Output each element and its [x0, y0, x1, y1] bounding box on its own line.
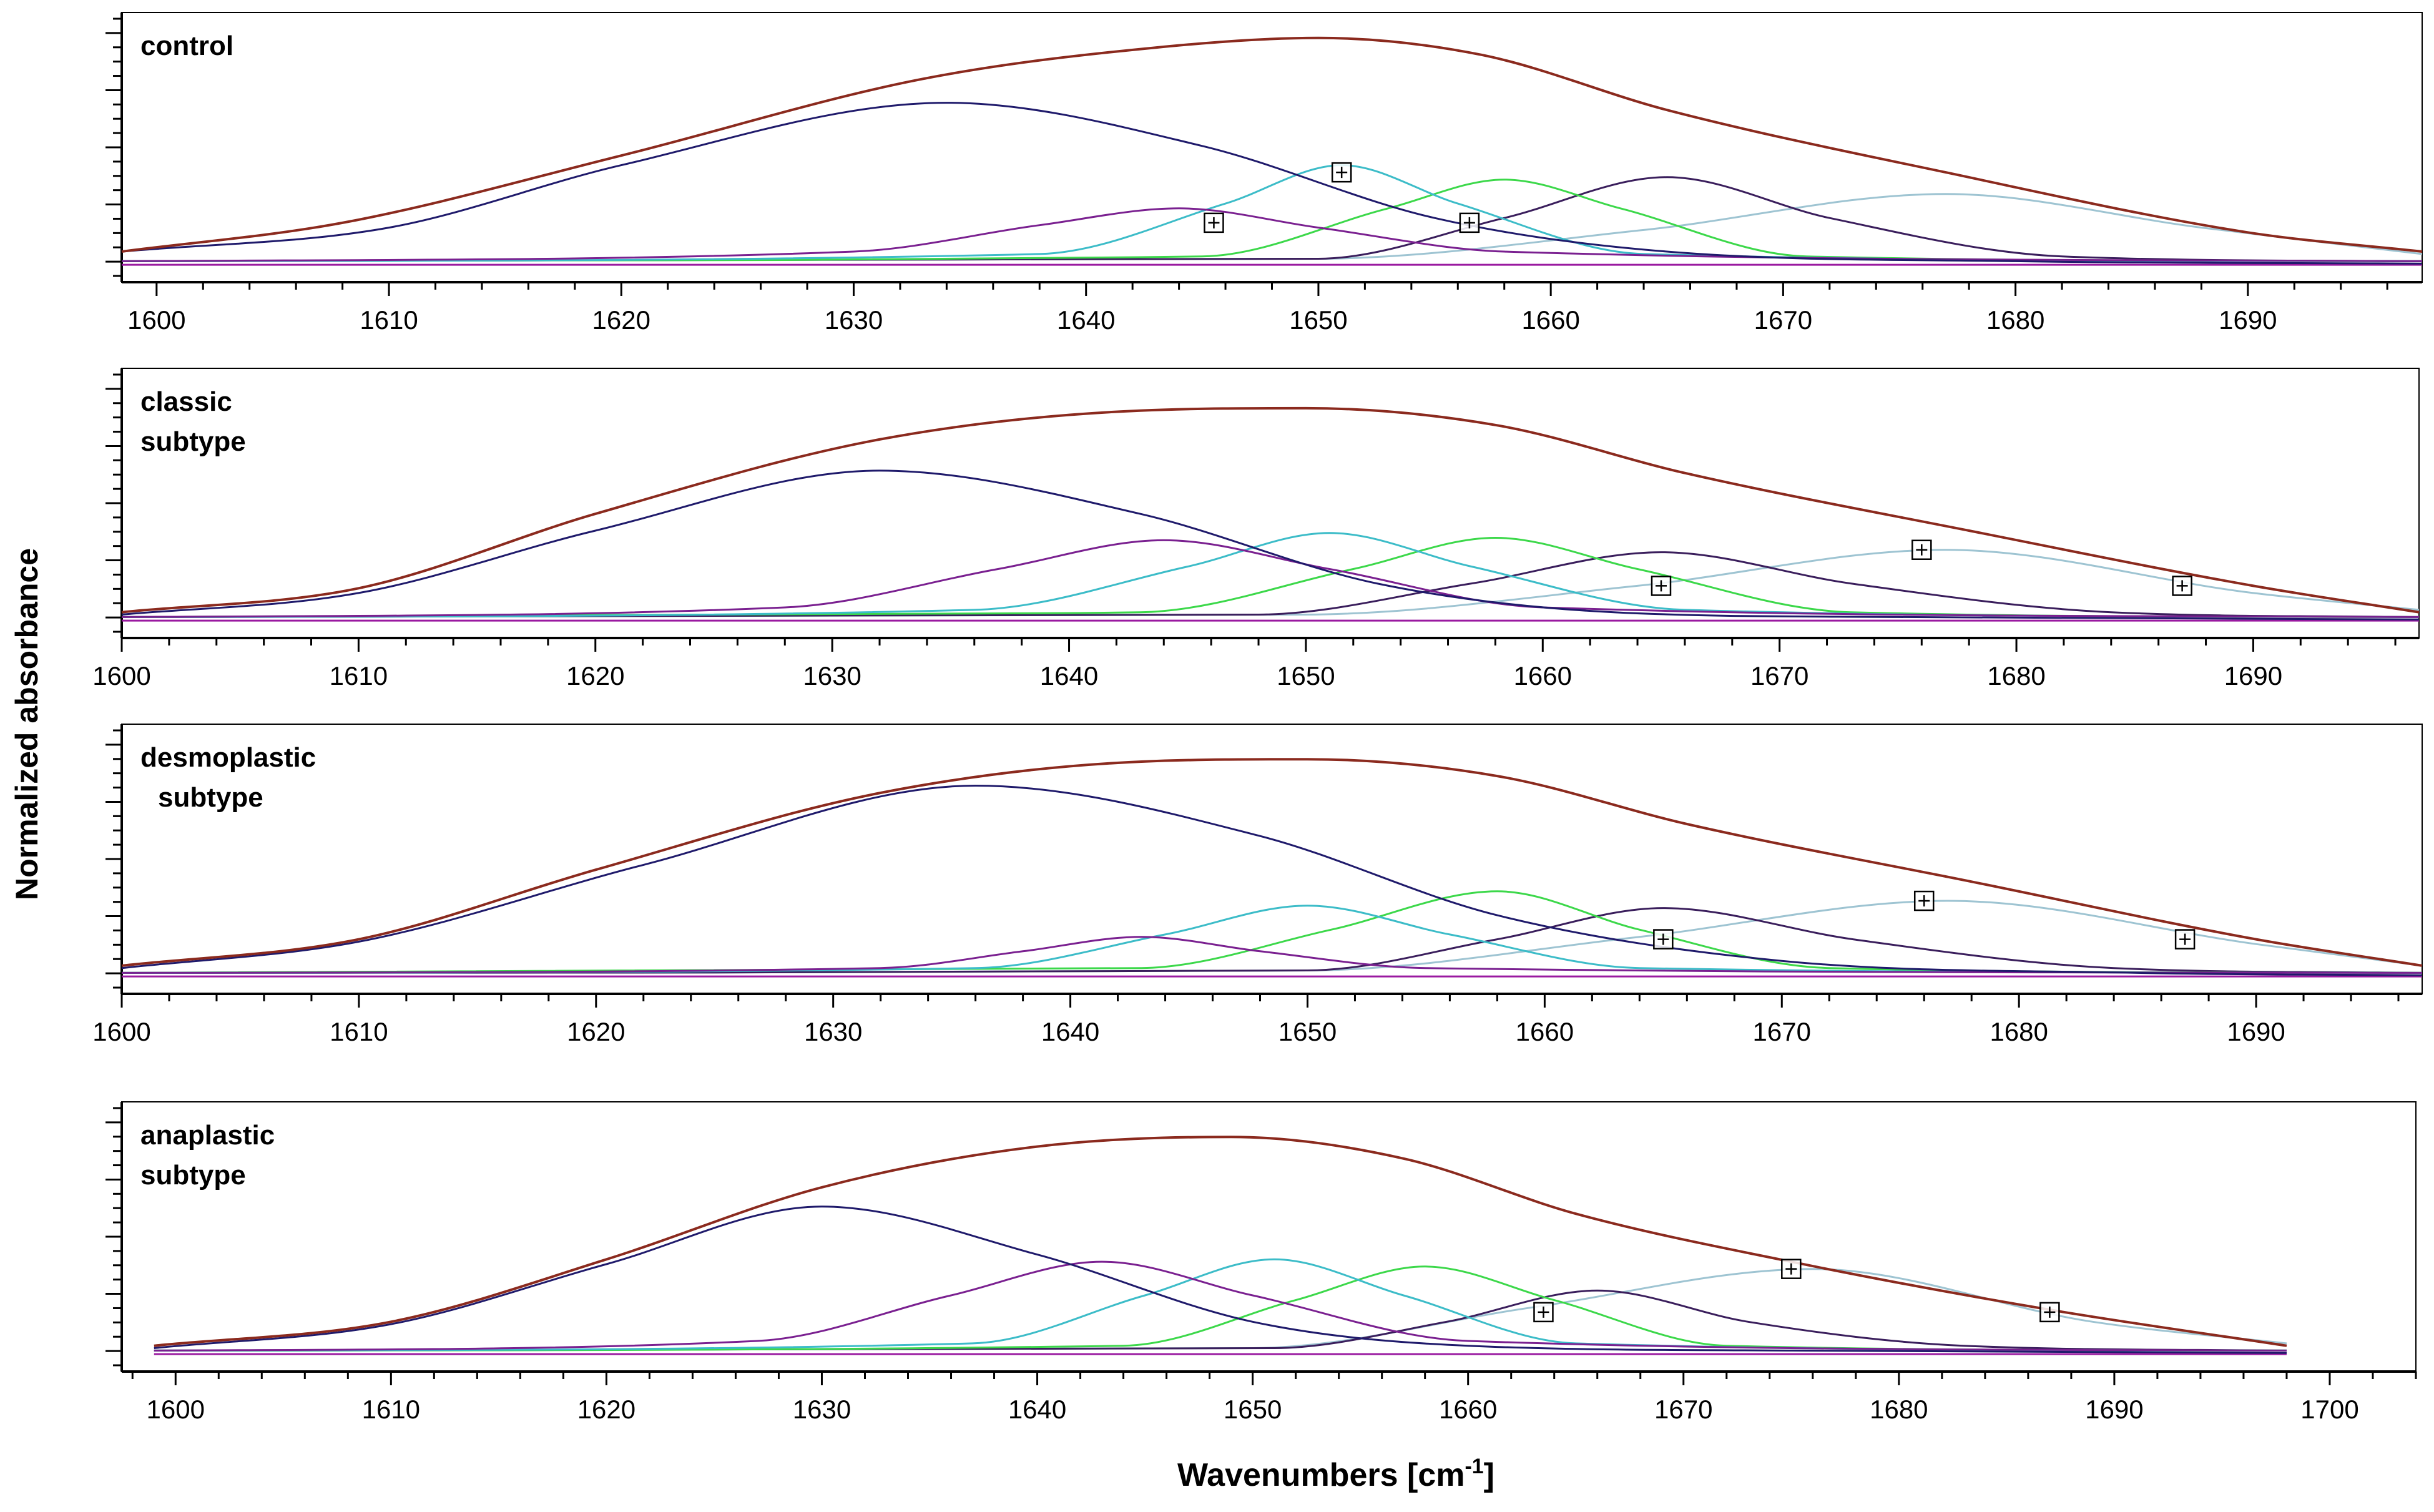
x-tick-label: 1690 — [2085, 1395, 2143, 1424]
x-tick-label: 1690 — [2227, 1017, 2285, 1046]
plot-frame — [121, 12, 2423, 283]
panel-1: 1600 1610 1620 1630 1640 1650 1660 1670 1680 1690… — [92, 368, 2420, 690]
sum-curve — [154, 1136, 2287, 1347]
x-tick-label: 1690 — [2219, 305, 2277, 335]
x-tick-label: 1620 — [577, 1395, 635, 1424]
x-tick-label: 1630 — [803, 661, 861, 690]
plot-frame — [121, 724, 2423, 994]
x-tick-label: 1610 — [362, 1395, 420, 1424]
peak-marker — [1653, 929, 1674, 950]
peak-marker — [1781, 1259, 1802, 1279]
x-tick-label: 1660 — [1516, 1017, 1574, 1046]
x-tick-label: 1620 — [566, 661, 624, 690]
x-tick-label: 1680 — [1990, 1017, 2048, 1046]
x-tick-label: 1660 — [1439, 1395, 1497, 1424]
x-tick-label: 1600 — [92, 661, 150, 690]
peak-marker — [2039, 1302, 2060, 1323]
x-tick-label: 1660 — [1514, 661, 1572, 690]
panel-title: control — [140, 31, 233, 61]
panel-title: classic subtype — [140, 386, 246, 457]
x-tick-label: 1670 — [1754, 305, 1812, 335]
panel-0: 1600 1610 1620 1630 1640 1650 1660 1670 1680 1690… — [106, 12, 2423, 335]
peak-marker — [1533, 1302, 1554, 1323]
y-axis-label: Normalized absorbance — [9, 548, 44, 900]
x-axis-label-sup: -1 — [1465, 1455, 1483, 1478]
band-curve — [121, 539, 2420, 618]
band-curve — [121, 551, 2420, 618]
panel-title-line: anaplastic — [140, 1120, 275, 1151]
panel-title-line: desmoplastic — [140, 742, 316, 773]
x-tick-label: 1660 — [1521, 305, 1579, 335]
x-tick-label: 1620 — [592, 305, 650, 335]
x-tick-label: 1640 — [1040, 661, 1098, 690]
panel-title-line: subtype — [158, 782, 263, 813]
peak-marker — [1913, 890, 1935, 911]
panel-title-line: subtype — [140, 1160, 246, 1190]
peak-marker — [1651, 576, 1672, 596]
band-curve — [121, 102, 2423, 265]
x-tick-label: 1640 — [1008, 1395, 1066, 1424]
panels: 1600 1610 1620 1630 1640 1650 1660 1670 1680 1690… — [92, 12, 2423, 1424]
x-tick-label: 1680 — [1987, 661, 2045, 690]
peak-marker — [1459, 212, 1480, 233]
x-tick-label: 1600 — [92, 1017, 150, 1046]
panel-2: 1600 1610 1620 1630 1640 1650 1660 1670 1680 1690… — [92, 724, 2423, 1046]
x-tick-label: 1630 — [804, 1017, 862, 1046]
peak-marker — [2174, 929, 2196, 950]
band-curve — [121, 936, 2423, 974]
sum-curve — [121, 406, 2420, 614]
peak-marker — [1331, 162, 1352, 183]
x-tick-label: 1610 — [330, 1017, 388, 1046]
x-tick-label: 1620 — [567, 1017, 625, 1046]
band-curve — [121, 785, 2423, 976]
x-axis-label-close: ] — [1484, 1457, 1494, 1493]
x-tick-label: 1600 — [147, 1395, 205, 1424]
x-tick-label: 1630 — [793, 1395, 851, 1424]
peak-marker — [2172, 576, 2192, 596]
panel-title-line: control — [140, 31, 233, 61]
x-tick-label: 1610 — [360, 305, 418, 335]
panel-title-line: subtype — [140, 426, 246, 457]
band-curve — [121, 469, 2420, 621]
peak-marker — [1204, 212, 1224, 233]
x-tick-label: 1640 — [1057, 305, 1115, 335]
panel-title-line: classic — [140, 386, 232, 417]
panel-title: anaplastic subtype — [140, 1120, 275, 1190]
x-tick-label: 1610 — [330, 661, 388, 690]
x-tick-label: 1670 — [1753, 1017, 1811, 1046]
x-tick-label: 1630 — [825, 305, 883, 335]
x-tick-label: 1670 — [1750, 661, 1808, 690]
plot-frame — [121, 1101, 2417, 1372]
x-tick-label: 1680 — [1986, 305, 2044, 335]
x-tick-label: 1650 — [1277, 661, 1335, 690]
x-tick-label: 1700 — [2300, 1395, 2358, 1424]
plot-frame — [121, 368, 2420, 639]
x-tick-label: 1680 — [1870, 1395, 1928, 1424]
band-curve — [154, 1205, 2287, 1354]
sum-curve — [121, 758, 2423, 967]
x-tick-label: 1690 — [2224, 661, 2282, 690]
band-curve — [121, 907, 2423, 974]
sum-curve — [121, 36, 2423, 253]
x-tick-label: 1600 — [127, 305, 185, 335]
panel-3: 1600 1610 1620 1630 1640 1650 1660 1670 1680 1690… — [106, 1101, 2417, 1424]
x-axis-label: Wavenumbers [cm-1] — [1177, 1455, 1494, 1493]
x-tick-label: 1650 — [1289, 305, 1347, 335]
x-tick-label: 1640 — [1041, 1017, 1099, 1046]
peak-marker — [1911, 539, 1932, 560]
panel-title: desmoplastic subtype — [140, 742, 316, 813]
band-curve — [154, 1260, 2287, 1352]
x-tick-label: 1650 — [1224, 1395, 1282, 1424]
x-axis-label-main: Wavenumbers [cm — [1177, 1457, 1465, 1493]
x-tick-label: 1650 — [1278, 1017, 1337, 1046]
x-tick-label: 1670 — [1654, 1395, 1712, 1424]
